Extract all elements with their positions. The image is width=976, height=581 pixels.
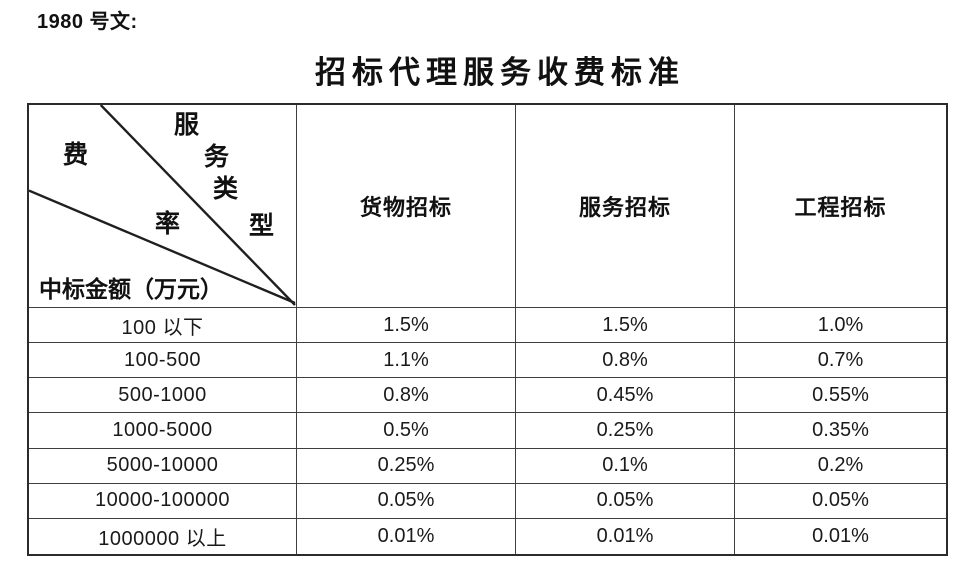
table-corner-cell: 服 务 类 型 费 率 中标金额（万元）	[29, 105, 297, 308]
rate-cell: 0.2%	[735, 449, 946, 484]
rate-cell: 0.1%	[516, 448, 735, 484]
corner-label-rate-char: 费	[63, 142, 89, 169]
rate-cell: 0.05%	[297, 483, 516, 519]
rate-cell: 1.5%	[516, 308, 735, 344]
corner-label-service-char: 型	[249, 213, 275, 240]
rate-cell: 1.5%	[297, 308, 516, 344]
rate-cell: 0.01%	[297, 518, 516, 554]
rate-cell: 1.0%	[735, 308, 946, 344]
corner-label-service-char: 类	[213, 176, 239, 203]
rate-cell: 0.8%	[297, 378, 516, 414]
rate-cell: 0.05%	[735, 484, 946, 519]
row-label: 500-1000	[29, 378, 297, 414]
row-label: 10000-100000	[29, 483, 297, 519]
corner-label-amount: 中标金额（万元）	[39, 277, 223, 302]
row-label: 1000000 以上	[29, 518, 297, 554]
rate-cell: 0.05%	[516, 483, 735, 519]
page-title: 招标代理服务收费标准	[315, 55, 685, 90]
row-label: 100-500	[29, 343, 297, 379]
row-label: 5000-10000	[29, 448, 297, 484]
column-header-engineering: 工程招标	[735, 105, 946, 308]
rate-cell: 0.01%	[812, 524, 869, 547]
rate-cell: 0.01%	[516, 518, 735, 554]
rate-cell: 0.25%	[516, 413, 735, 449]
row-label: 100 以下	[29, 308, 297, 344]
rate-cell: 0.8%	[516, 343, 735, 379]
rate-cell: 0.5%	[297, 413, 516, 449]
rate-cell: 0.55%	[735, 378, 946, 414]
rate-cell: 0.25%	[297, 448, 516, 484]
column-header-goods: 货物招标	[297, 105, 516, 308]
document-number: 1980 号文:	[37, 11, 138, 33]
rate-cell: 0.35%	[735, 413, 946, 449]
diagonal-divider-lines	[29, 105, 296, 306]
rate-cell: 0.7%	[735, 343, 946, 379]
rate-cell: 1.1%	[297, 343, 516, 379]
fee-standard-table: 服 务 类 型 费 率 中标金额（万元） 货物招标 服务招标 工程招标 100 …	[27, 103, 948, 556]
column-header-service: 服务招标	[516, 105, 735, 308]
row-label: 1000-5000	[29, 413, 297, 449]
corner-label-rate-char: 率	[155, 211, 181, 238]
rate-cell: 0.45%	[516, 378, 735, 414]
corner-label-service-char: 务	[204, 144, 230, 171]
corner-label-service-char: 服	[174, 112, 200, 139]
